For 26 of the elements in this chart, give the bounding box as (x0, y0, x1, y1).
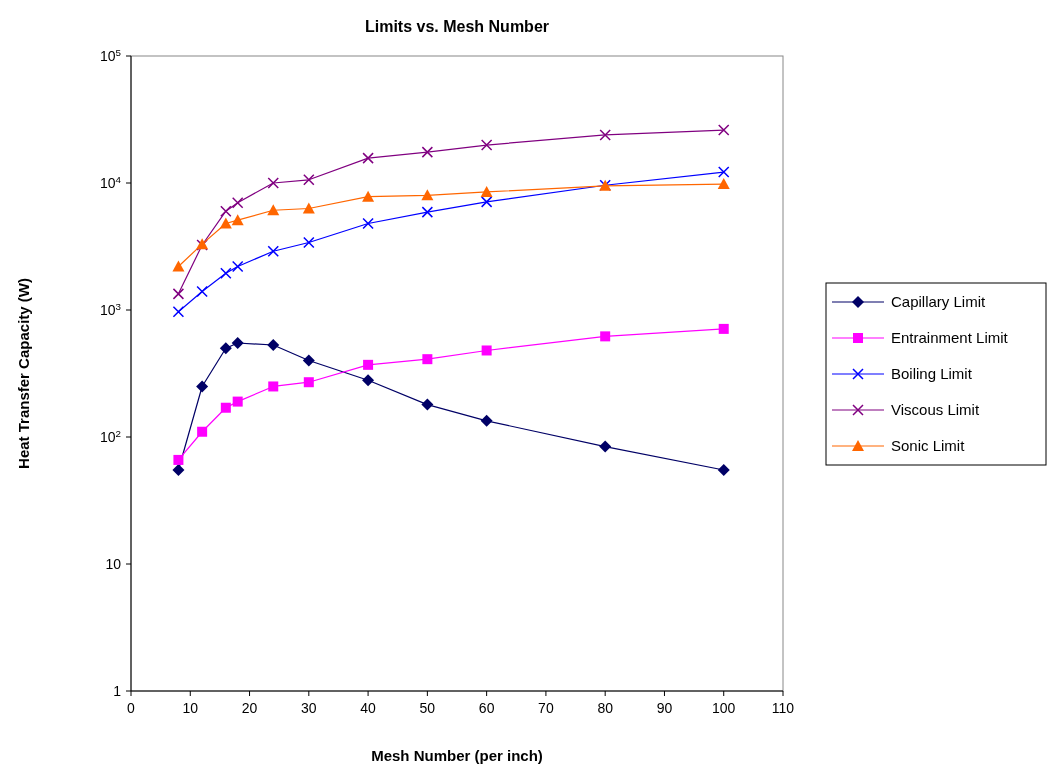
legend-label: Entrainment Limit (891, 329, 1009, 346)
x-tick-label: 20 (241, 700, 258, 716)
chart-title: Limits vs. Mesh Number (364, 18, 550, 35)
x-axis-title: Mesh Number (per inch) (371, 747, 543, 764)
y-tick-label: 10$^{2}$ (99, 427, 121, 445)
x-tick-label: 10 (182, 700, 199, 716)
y-tick-label: 1 (113, 683, 122, 699)
legend-label: Viscous Limit (891, 401, 980, 418)
x-tick-label: 70 (538, 700, 554, 716)
legend-label: Sonic Limit (891, 437, 966, 454)
x-tick-label: 30 (301, 700, 317, 716)
legend-label: Boiling Limit (891, 365, 973, 382)
legend-label: Capillary Limit (891, 293, 987, 310)
x-tick-label: 60 (478, 700, 495, 716)
x-tick-label: 0 (127, 700, 136, 716)
x-tick-label: 40 (360, 700, 377, 716)
y-tick-label: 10$^{5}$ (99, 46, 122, 64)
y-tick-label: 10$^{3}$ (99, 300, 122, 318)
y-tick-label: 10$^{4}$ (99, 173, 122, 191)
x-tick-label: 90 (656, 700, 673, 716)
y-axis-title: Heat Transfer Capacity (W) (15, 278, 32, 469)
y-tick-label: 10 (105, 556, 122, 572)
x-tick-label: 110 (771, 700, 795, 716)
x-tick-label: 80 (597, 700, 614, 716)
x-tick-label: 100 (712, 700, 736, 716)
x-tick-label: 50 (419, 700, 436, 716)
